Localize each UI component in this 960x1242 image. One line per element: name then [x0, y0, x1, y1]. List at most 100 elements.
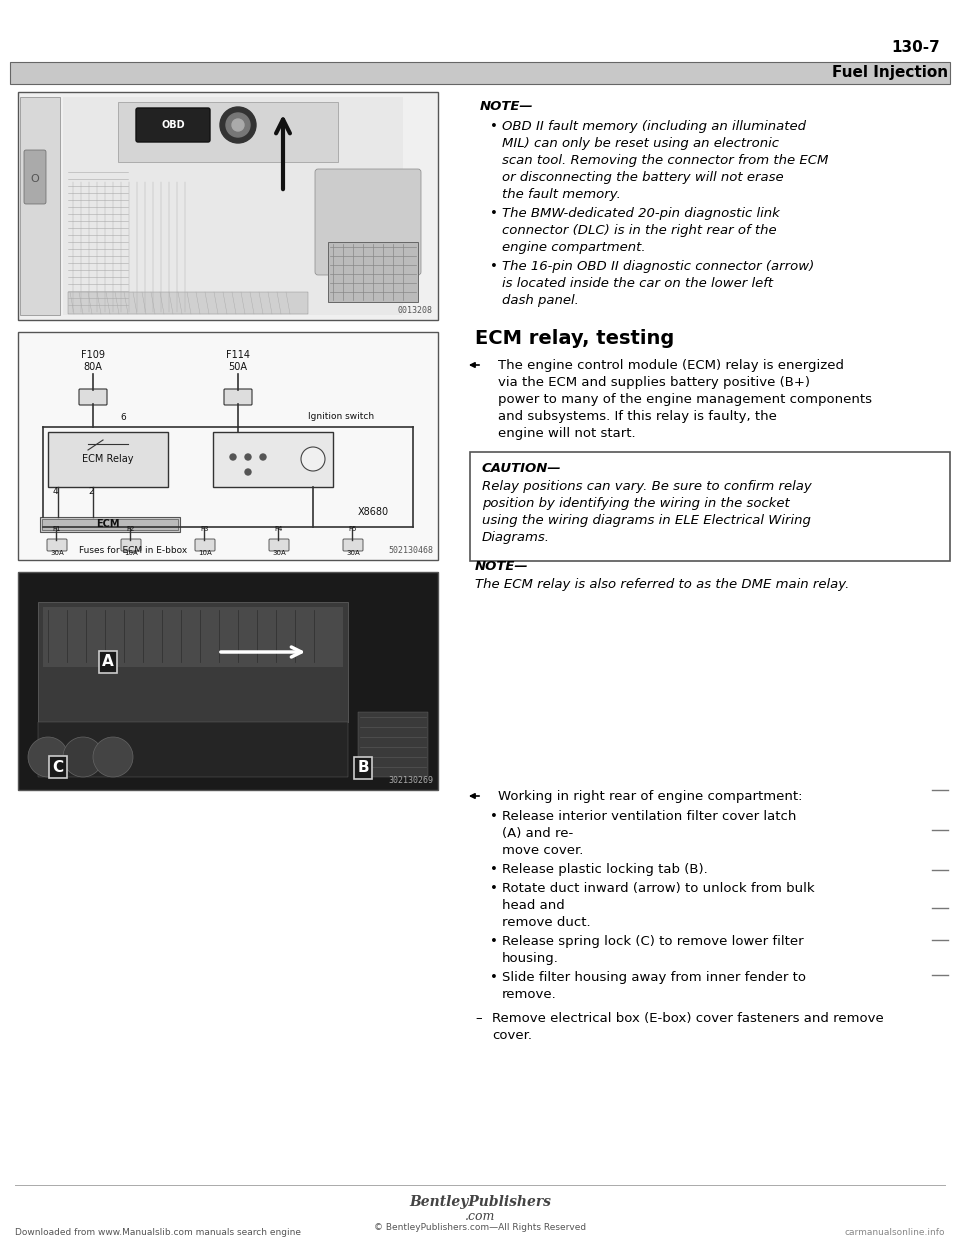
FancyBboxPatch shape — [42, 519, 178, 530]
FancyBboxPatch shape — [38, 602, 348, 722]
Text: ECM: ECM — [96, 519, 120, 529]
Text: move cover.: move cover. — [502, 845, 584, 857]
FancyBboxPatch shape — [24, 150, 46, 204]
Text: •: • — [490, 120, 498, 133]
Text: Ignition switch: Ignition switch — [308, 412, 374, 421]
Text: engine will not start.: engine will not start. — [498, 427, 636, 440]
FancyBboxPatch shape — [63, 97, 403, 315]
FancyBboxPatch shape — [18, 92, 438, 320]
Text: Release spring lock (C) to remove lower filter: Release spring lock (C) to remove lower … — [502, 935, 804, 948]
Text: dash panel.: dash panel. — [502, 294, 579, 307]
Text: •: • — [490, 260, 498, 273]
Text: F1: F1 — [53, 527, 61, 532]
Text: F2: F2 — [127, 527, 135, 532]
FancyBboxPatch shape — [136, 108, 210, 142]
Text: remove duct.: remove duct. — [502, 917, 590, 929]
FancyBboxPatch shape — [121, 539, 141, 551]
Text: Downloaded from www.Manualslib.com manuals search engine: Downloaded from www.Manualslib.com manua… — [15, 1228, 301, 1237]
Circle shape — [245, 469, 251, 474]
FancyBboxPatch shape — [47, 539, 67, 551]
Text: Diagrams.: Diagrams. — [482, 532, 550, 544]
FancyBboxPatch shape — [79, 389, 107, 405]
FancyBboxPatch shape — [224, 389, 252, 405]
FancyBboxPatch shape — [68, 292, 308, 314]
Text: 2: 2 — [88, 487, 94, 496]
Text: 4: 4 — [53, 487, 59, 496]
Text: engine compartment.: engine compartment. — [502, 241, 646, 255]
Text: NOTE—: NOTE— — [480, 101, 534, 113]
FancyBboxPatch shape — [470, 452, 950, 561]
Text: NOTE—: NOTE— — [475, 560, 529, 573]
Text: X8680: X8680 — [358, 507, 389, 517]
Text: 10A: 10A — [124, 550, 138, 556]
Text: 0013208: 0013208 — [398, 306, 433, 315]
FancyBboxPatch shape — [18, 332, 438, 560]
Text: 6: 6 — [120, 414, 126, 422]
Text: The ECM relay is also referred to as the DME main relay.: The ECM relay is also referred to as the… — [475, 578, 850, 591]
Circle shape — [301, 447, 325, 471]
Text: Remove electrical box (E-box) cover fasteners and remove: Remove electrical box (E-box) cover fast… — [492, 1012, 884, 1025]
FancyBboxPatch shape — [328, 242, 418, 302]
FancyBboxPatch shape — [48, 432, 168, 487]
FancyBboxPatch shape — [269, 539, 289, 551]
Circle shape — [232, 119, 244, 130]
Text: connector (DLC) is in the right rear of the: connector (DLC) is in the right rear of … — [502, 224, 777, 237]
Circle shape — [245, 455, 251, 460]
Text: carmanualsonline.info: carmanualsonline.info — [845, 1228, 945, 1237]
Text: C: C — [53, 760, 63, 775]
Circle shape — [63, 737, 103, 777]
Text: F5: F5 — [348, 527, 357, 532]
Text: •: • — [490, 882, 498, 895]
Text: MIL) can only be reset using an electronic: MIL) can only be reset using an electron… — [502, 137, 779, 150]
Text: 502130468: 502130468 — [388, 546, 433, 555]
Text: power to many of the engine management components: power to many of the engine management c… — [498, 392, 872, 406]
Text: ECM relay, testing: ECM relay, testing — [475, 329, 674, 348]
Text: OBD: OBD — [161, 120, 185, 130]
FancyBboxPatch shape — [358, 712, 428, 777]
Text: position by identifying the wiring in the socket: position by identifying the wiring in th… — [482, 497, 790, 510]
FancyBboxPatch shape — [43, 607, 343, 667]
Text: •: • — [490, 971, 498, 984]
FancyBboxPatch shape — [118, 102, 338, 161]
Text: using the wiring diagrams in ELE Electrical Wiring: using the wiring diagrams in ELE Electri… — [482, 514, 811, 527]
Circle shape — [230, 455, 236, 460]
FancyBboxPatch shape — [40, 517, 180, 532]
Text: the fault memory.: the fault memory. — [502, 188, 621, 201]
Text: scan tool. Removing the connector from the ECM: scan tool. Removing the connector from t… — [502, 154, 828, 166]
Text: 80A: 80A — [84, 361, 103, 373]
Text: A: A — [102, 655, 114, 669]
Text: and subsystems. If this relay is faulty, the: and subsystems. If this relay is faulty,… — [498, 410, 777, 424]
Text: BentleyPublishers: BentleyPublishers — [409, 1195, 551, 1208]
Text: Release plastic locking tab (B).: Release plastic locking tab (B). — [502, 863, 708, 876]
Text: is located inside the car on the lower left: is located inside the car on the lower l… — [502, 277, 773, 289]
FancyBboxPatch shape — [38, 722, 348, 777]
FancyBboxPatch shape — [343, 539, 363, 551]
Text: 30A: 30A — [50, 550, 64, 556]
Text: F4: F4 — [275, 527, 283, 532]
Text: or disconnecting the battery will not erase: or disconnecting the battery will not er… — [502, 171, 783, 184]
Text: •: • — [490, 863, 498, 876]
Text: –: – — [475, 1012, 482, 1025]
Text: F109: F109 — [81, 350, 105, 360]
Text: 30A: 30A — [272, 550, 286, 556]
Text: •: • — [490, 810, 498, 823]
FancyBboxPatch shape — [20, 97, 60, 315]
FancyBboxPatch shape — [10, 62, 950, 84]
Circle shape — [226, 113, 250, 137]
Text: housing.: housing. — [502, 953, 559, 965]
Text: •: • — [490, 207, 498, 220]
Text: Working in right rear of engine compartment:: Working in right rear of engine compartm… — [498, 790, 803, 804]
Text: 130-7: 130-7 — [891, 40, 940, 55]
Text: remove.: remove. — [502, 987, 557, 1001]
Text: .com: .com — [465, 1210, 495, 1223]
Text: head and: head and — [502, 899, 564, 912]
Text: •: • — [490, 935, 498, 948]
FancyBboxPatch shape — [315, 169, 421, 274]
Text: The engine control module (ECM) relay is energized: The engine control module (ECM) relay is… — [498, 359, 844, 373]
Text: B: B — [357, 760, 369, 775]
Text: (A) and re-: (A) and re- — [502, 827, 573, 840]
Text: 30A: 30A — [347, 550, 360, 556]
Text: via the ECM and supplies battery positive (B+): via the ECM and supplies battery positiv… — [498, 376, 810, 389]
Text: The 16-pin OBD II diagnostic connector (arrow): The 16-pin OBD II diagnostic connector (… — [502, 260, 814, 273]
Text: 50A: 50A — [228, 361, 248, 373]
